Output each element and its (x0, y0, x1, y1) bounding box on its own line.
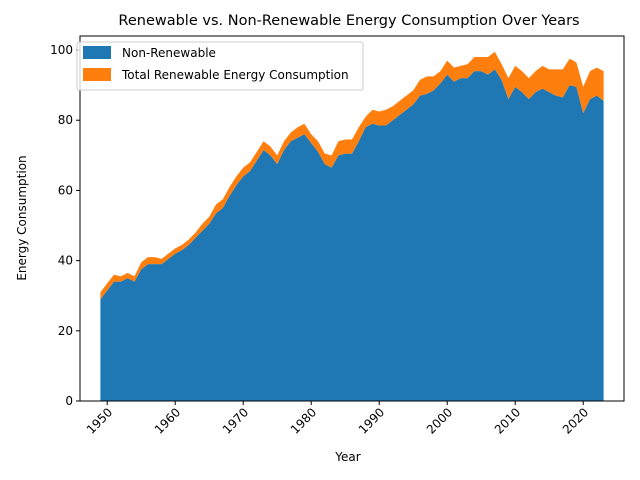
y-tick-label: 0 (65, 394, 73, 408)
x-axis-label: Year (334, 450, 360, 464)
y-tick-label: 80 (58, 113, 73, 127)
y-tick-label: 60 (58, 183, 73, 197)
y-tick-label: 20 (58, 324, 73, 338)
legend: Non-Renewable Total Renewable Energy Con… (76, 41, 364, 91)
chart-title: Renewable vs. Non-Renewable Energy Consu… (118, 13, 579, 29)
legend-swatch-renewable (83, 68, 111, 81)
plot-frame (79, 35, 625, 402)
y-axis-label: Energy Consumption (15, 155, 29, 280)
legend-box (76, 41, 364, 91)
legend-label-renewable: Total Renewable Energy Consumption (121, 68, 349, 82)
y-tick-label: 40 (58, 254, 73, 268)
y-tick-label: 100 (50, 43, 73, 57)
y-axis-ticks: 0 20 40 60 80 100 (50, 43, 80, 408)
legend-swatch-non-renewable (83, 46, 111, 59)
area-series-renewable (100, 51, 604, 300)
area-series-non-renewable (100, 69, 604, 401)
legend-label-non-renewable: Non-Renewable (122, 46, 216, 60)
plot-areas (100, 51, 604, 401)
